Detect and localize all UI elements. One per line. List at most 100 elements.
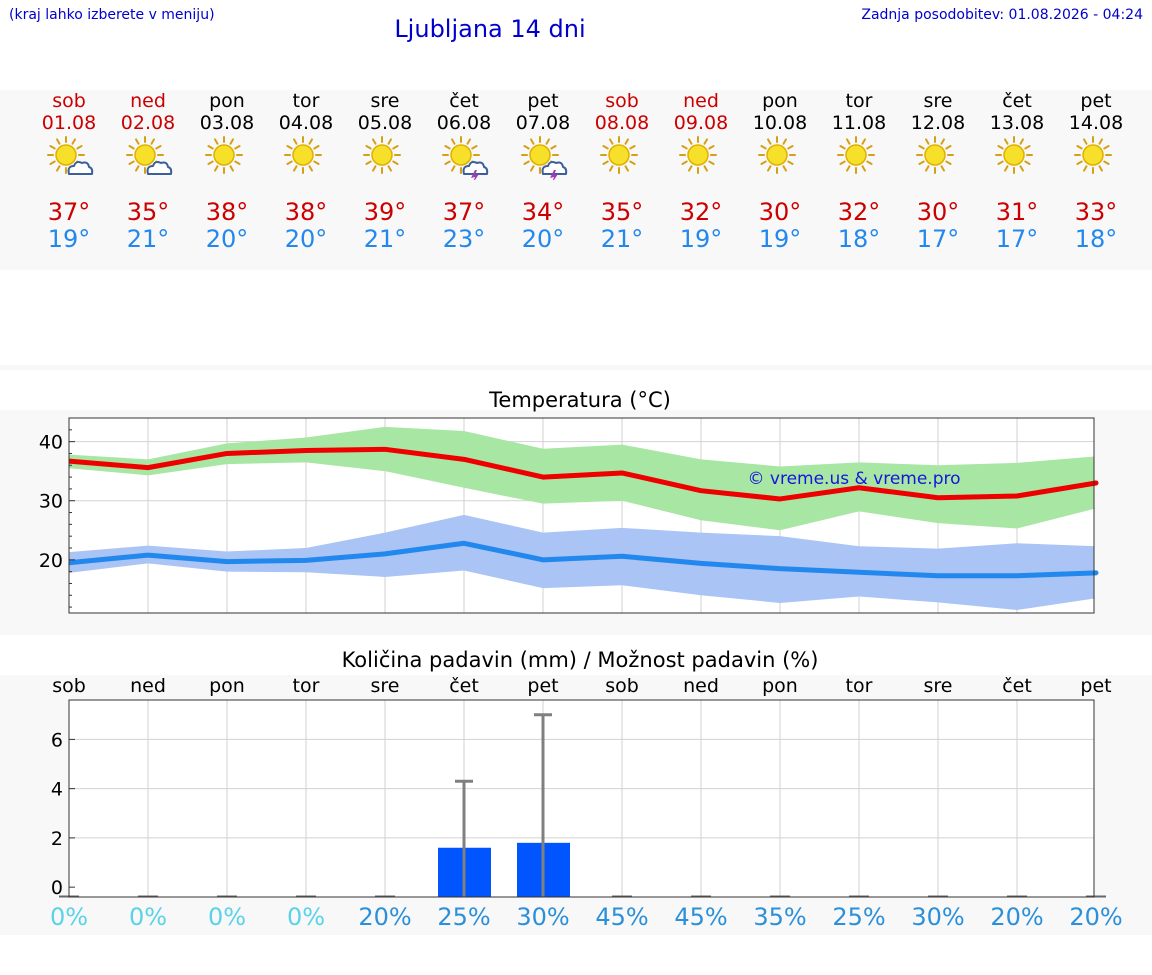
day-date: 08.08: [594, 112, 650, 134]
day-date: 11.08: [831, 112, 887, 134]
x-tick-label: ned: [130, 675, 166, 697]
day-name: pon: [209, 90, 245, 112]
x-tick-label: pon: [762, 675, 798, 697]
precipitation-band: [0, 675, 1152, 935]
precip-probability: 25%: [437, 903, 491, 931]
day-date: 13.08: [989, 112, 1045, 134]
min-temp: 23°: [442, 225, 486, 253]
precipitation-chart-title: Količina padavin (mm) / Možnost padavin …: [341, 648, 819, 672]
max-temp: 38°: [205, 198, 249, 226]
sun-icon: [600, 136, 648, 180]
x-tick-label: tor: [292, 675, 320, 697]
day-column: tor 04.08: [266, 90, 346, 134]
precip-probability: 45%: [674, 903, 728, 931]
precip-probability: 0%: [128, 903, 168, 931]
precip-probability: 30%: [911, 903, 965, 931]
precip-probability: 0%: [207, 903, 247, 931]
precip-probability: 35%: [753, 903, 807, 931]
sun-icon: [1074, 136, 1122, 180]
max-temp: 34°: [521, 198, 565, 226]
location-hint: (kraj lahko izberete v meniju): [9, 7, 215, 23]
min-temp: 20°: [521, 225, 565, 253]
sun-icon: [205, 136, 253, 180]
day-column: ned 02.08: [108, 90, 188, 134]
day-column: sob 08.08: [582, 90, 662, 134]
sun-cloud-icon: [47, 136, 95, 180]
day-name: sre: [370, 90, 400, 112]
min-temp: 21°: [126, 225, 170, 253]
sun-storm-icon: [521, 136, 569, 183]
day-date: 09.08: [673, 112, 729, 134]
sun-icon: [284, 136, 332, 180]
min-temp: 20°: [284, 225, 328, 253]
day-name: čet: [449, 90, 479, 112]
day-name: tor: [292, 90, 320, 112]
sun-icon: [837, 136, 885, 180]
day-column: čet 13.08: [977, 90, 1057, 134]
day-date: 01.08: [41, 112, 97, 134]
day-column: sob 01.08: [29, 90, 109, 134]
precip-probability: 30%: [516, 903, 570, 931]
day-date: 07.08: [515, 112, 571, 134]
temperature-chart-title: Temperatura (°C): [489, 388, 671, 412]
min-temp: 17°: [995, 225, 1039, 253]
max-temp: 37°: [47, 198, 91, 226]
day-name: sre: [923, 90, 953, 112]
day-date: 12.08: [910, 112, 966, 134]
max-temp: 30°: [758, 198, 802, 226]
day-name: pet: [527, 90, 559, 112]
x-tick-label: čet: [1002, 675, 1032, 697]
temperature-band: [0, 410, 1152, 635]
day-column: čet 06.08: [424, 90, 504, 134]
x-tick-label: pet: [527, 675, 559, 697]
x-tick-label: čet: [449, 675, 479, 697]
min-temp: 19°: [47, 225, 91, 253]
sun-icon: [995, 136, 1043, 180]
min-temp: 21°: [363, 225, 407, 253]
precip-probability: 20%: [358, 903, 412, 931]
day-column: pet 07.08: [503, 90, 583, 134]
x-tick-label: ned: [683, 675, 719, 697]
max-temp: 30°: [916, 198, 960, 226]
day-date: 14.08: [1068, 112, 1124, 134]
precip-probability: 0%: [49, 903, 89, 931]
day-name: ned: [683, 90, 719, 112]
last-updated: Zadnja posodobitev: 01.08.2026 - 04:24: [861, 7, 1143, 23]
day-date: 10.08: [752, 112, 808, 134]
day-column: sre 12.08: [898, 90, 978, 134]
x-tick-label: sre: [370, 675, 400, 697]
max-temp: 38°: [284, 198, 328, 226]
min-temp: 18°: [1074, 225, 1118, 253]
page-title: Ljubljana 14 dni: [394, 15, 586, 43]
sun-cloud-icon: [126, 136, 174, 180]
x-tick-label: pon: [209, 675, 245, 697]
max-temp: 32°: [679, 198, 723, 226]
precip-probability: 20%: [1069, 903, 1123, 931]
min-temp: 21°: [600, 225, 644, 253]
precip-probability: 25%: [832, 903, 886, 931]
sun-icon: [679, 136, 727, 180]
x-tick-label: tor: [845, 675, 873, 697]
day-date: 06.08: [436, 112, 492, 134]
x-tick-label: sob: [605, 675, 639, 697]
day-column: pet 14.08: [1056, 90, 1136, 134]
min-temp: 20°: [205, 225, 249, 253]
day-name: pon: [762, 90, 798, 112]
day-name: ned: [130, 90, 166, 112]
day-name: tor: [845, 90, 873, 112]
forecast-band: [0, 90, 1152, 270]
max-temp: 32°: [837, 198, 881, 226]
min-temp: 19°: [758, 225, 802, 253]
day-name: sob: [605, 90, 639, 112]
day-name: pet: [1080, 90, 1112, 112]
sun-storm-icon: [442, 136, 490, 183]
x-tick-label: sre: [923, 675, 953, 697]
day-name: čet: [1002, 90, 1032, 112]
max-temp: 31°: [995, 198, 1039, 226]
separator: [0, 365, 1152, 370]
x-tick-label: sob: [52, 675, 86, 697]
day-column: tor 11.08: [819, 90, 899, 134]
max-temp: 35°: [126, 198, 170, 226]
sun-icon: [363, 136, 411, 180]
x-tick-label: pet: [1080, 675, 1112, 697]
